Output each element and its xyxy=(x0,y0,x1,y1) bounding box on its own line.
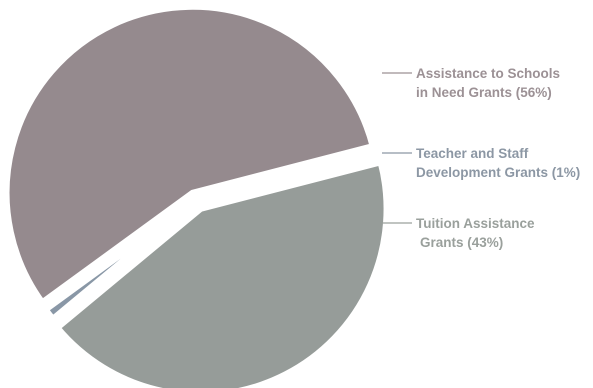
pie-labels: Assistance to Schools in Need Grants (56%… xyxy=(382,66,580,250)
slice-label-2-line-1: Teacher and Staff xyxy=(416,146,529,161)
pie-slice-1 xyxy=(3,3,377,307)
pie-slices xyxy=(3,3,390,388)
slice-label-2-line-2: Development Grants (1%) xyxy=(416,165,580,180)
pie-slice-2 xyxy=(41,197,198,324)
slice-label-3-line-2: Grants (43%) xyxy=(420,235,503,250)
slice-label-1-line-2: in Need Grants (56%) xyxy=(416,85,552,100)
pie-slice-3 xyxy=(53,158,390,388)
slice-label-1-line-1: Assistance to Schools xyxy=(416,66,560,81)
slice-label-3-line-1: Tuition Assistance xyxy=(416,216,535,231)
